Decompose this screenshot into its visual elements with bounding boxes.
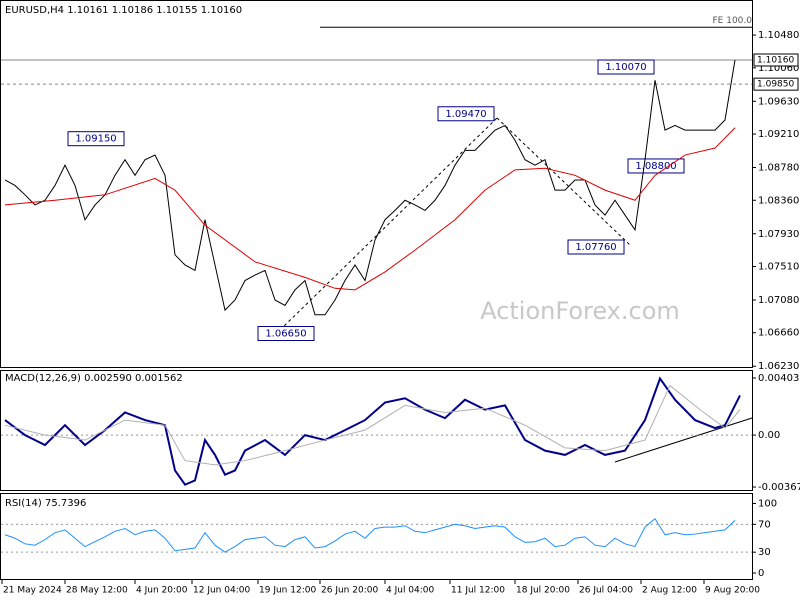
annotation-label: 1.09470 xyxy=(445,109,486,120)
macd-panel xyxy=(0,370,753,491)
x-tick-label: 26 Jun 20:00 xyxy=(321,586,378,596)
y-tick-label: 1.10060 xyxy=(758,63,799,74)
y-tick-label: 30 xyxy=(758,547,771,558)
annotation-label: 1.08800 xyxy=(635,161,676,172)
annotation-box xyxy=(437,106,495,122)
y-tick-label: 1.07080 xyxy=(758,295,799,306)
series-line xyxy=(4,518,736,553)
annotation-label: 1.06650 xyxy=(265,328,306,339)
h-line-label: FE 100.0 xyxy=(713,16,753,26)
price-box xyxy=(753,53,799,67)
x-tick-label: 2 Aug 12:00 xyxy=(642,586,697,596)
x-tick-label: 12 Jun 04:00 xyxy=(193,586,250,596)
y-tick-label: -0.00367 xyxy=(758,482,800,493)
y-tick-label: 0.00 xyxy=(758,430,780,441)
y-tick-label: 1.08780 xyxy=(758,163,799,174)
annotation-box xyxy=(567,239,625,255)
x-tick-label: 9 Aug 20:00 xyxy=(705,586,760,596)
x-tick-label: 11 Jul 12:00 xyxy=(451,586,505,596)
y-tick-label: 0 xyxy=(758,568,764,579)
annotation-box xyxy=(597,59,655,75)
price-box-label: 1.09850 xyxy=(757,80,794,90)
x-tick-label: 19 Jun 12:00 xyxy=(259,586,316,596)
price-box xyxy=(753,77,799,91)
x-tick-label: 26 Jul 04:00 xyxy=(579,586,633,596)
x-tick-label: 21 May 2024 xyxy=(3,586,62,596)
annotation-label: 1.10070 xyxy=(605,62,646,73)
macd-title: MACD(12,26,9) 0.002590 0.001562 xyxy=(5,373,183,384)
series-line xyxy=(4,384,741,466)
y-tick-label: 1.08360 xyxy=(758,195,799,206)
trend-line xyxy=(614,417,753,463)
y-tick-label: 100 xyxy=(758,498,777,509)
series-line xyxy=(4,127,736,291)
annotation-box xyxy=(627,158,685,174)
annotation-label: 1.09150 xyxy=(75,134,116,145)
y-tick-label: 1.10480 xyxy=(758,30,799,41)
y-tick-label: 1.06230 xyxy=(758,361,799,372)
x-tick-label: 4 Jun 20:00 xyxy=(136,586,188,596)
price-box-label: 1.10160 xyxy=(757,55,794,65)
annotation-label: 1.07760 xyxy=(575,242,616,253)
rsi-title: RSI(14) 75.7396 xyxy=(5,498,86,509)
series-line xyxy=(4,376,741,486)
x-tick-label: 28 May 12:00 xyxy=(66,586,128,596)
x-tick-label: 4 Jul 04:00 xyxy=(386,586,435,596)
y-tick-label: 1.09630 xyxy=(758,96,799,107)
y-tick-label: 0.004036 xyxy=(758,373,800,384)
annotation-box xyxy=(67,131,125,147)
fib-line xyxy=(279,117,498,331)
y-tick-label: 1.09210 xyxy=(758,129,799,140)
watermark: ActionForex.com xyxy=(480,297,680,325)
price-panel xyxy=(0,0,753,368)
y-tick-label: 70 xyxy=(758,519,771,530)
x-tick-label: 18 Jul 20:00 xyxy=(516,586,570,596)
rsi-panel xyxy=(0,493,753,580)
y-tick-label: 1.06660 xyxy=(758,328,799,339)
annotation-box xyxy=(257,325,315,341)
fib-line xyxy=(496,117,631,246)
y-tick-label: 1.07930 xyxy=(758,229,799,240)
chart-title: EURUSD,H4 1.10161 1.10186 1.10155 1.1016… xyxy=(5,5,242,16)
y-tick-label: 1.07510 xyxy=(758,261,799,272)
series-line xyxy=(4,59,736,316)
